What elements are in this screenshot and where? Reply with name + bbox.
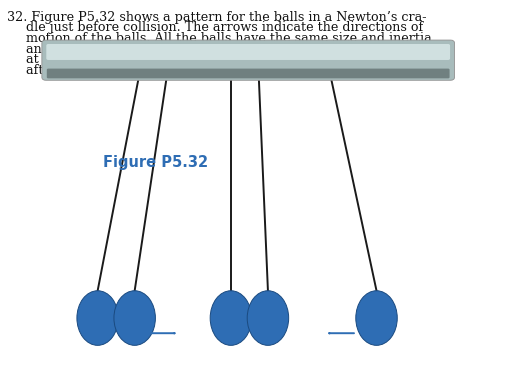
- Ellipse shape: [114, 291, 155, 345]
- FancyBboxPatch shape: [46, 44, 450, 60]
- Ellipse shape: [356, 291, 397, 345]
- Text: 32. Figure P5.32 shows a pattern for the balls in a Newton’s cra-: 32. Figure P5.32 shows a pattern for the…: [7, 11, 427, 24]
- Text: at the same instant. Sketch the pattern of the balls immediately: at the same instant. Sketch the pattern …: [26, 53, 438, 66]
- Ellipse shape: [247, 291, 289, 345]
- Ellipse shape: [210, 291, 252, 345]
- Text: motion of the balls. All the balls have the same size and inertia,: motion of the balls. All the balls have …: [26, 32, 436, 45]
- Text: after the collision. ••: after the collision. ••: [26, 64, 162, 77]
- Text: dle just before collision. The arrows indicate the directions of: dle just before collision. The arrows in…: [26, 21, 423, 34]
- Text: Figure P5.32: Figure P5.32: [103, 155, 208, 170]
- Text: and they collide elastically. Assume that all the collisions happen: and they collide elastically. Assume tha…: [26, 43, 445, 56]
- FancyBboxPatch shape: [47, 69, 450, 78]
- FancyBboxPatch shape: [42, 40, 454, 80]
- Ellipse shape: [77, 291, 119, 345]
